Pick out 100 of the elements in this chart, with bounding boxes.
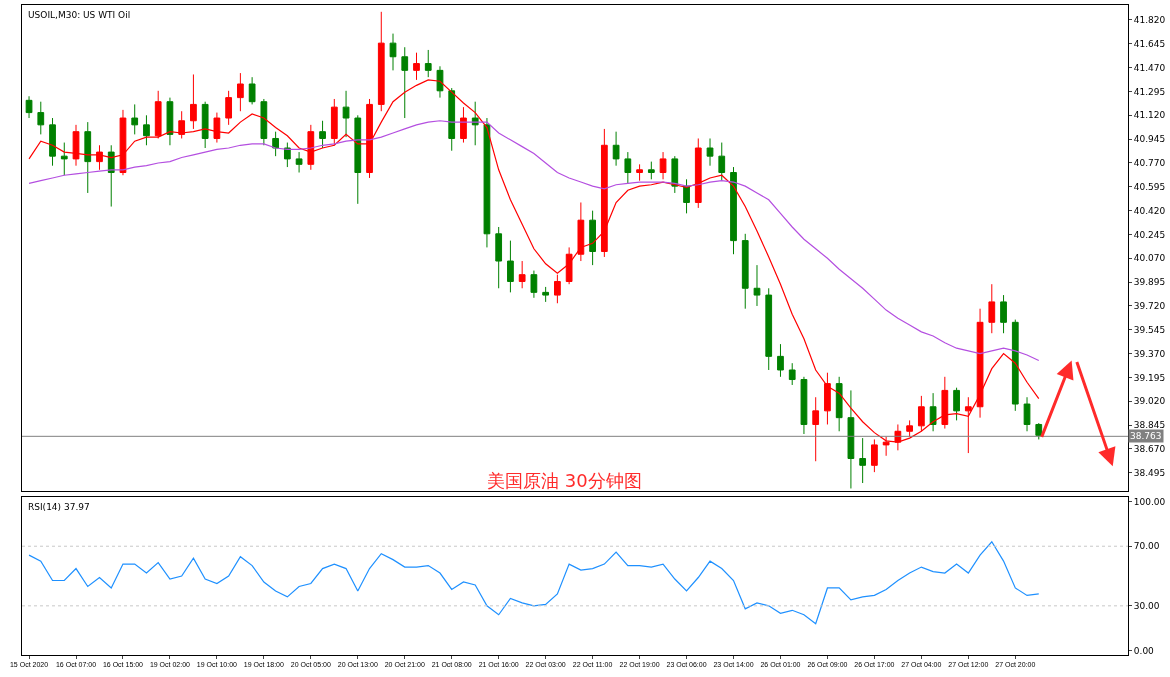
y-tick-label: 30.00 — [1133, 600, 1160, 611]
candlestick — [706, 137, 714, 167]
candlestick — [565, 246, 573, 285]
y-tick-label: 39.720 — [1133, 301, 1166, 312]
candlestick — [436, 65, 444, 99]
candlestick — [248, 76, 256, 105]
candlestick — [190, 73, 197, 130]
y-tick-label: 40.420 — [1133, 205, 1166, 216]
y-tick-label: 41.120 — [1133, 110, 1166, 121]
candlestick — [295, 151, 303, 174]
y-tick-label: 41.470 — [1133, 62, 1166, 73]
candlestick — [49, 117, 56, 167]
candlestick — [612, 131, 620, 167]
candlestick — [929, 392, 937, 432]
candlestick — [143, 114, 150, 146]
candlestick — [683, 178, 690, 214]
candlestick — [765, 287, 773, 371]
candlestick — [131, 103, 139, 135]
text: RSI(14) 37.97 — [28, 502, 90, 512]
candlestick — [800, 376, 808, 435]
candlestick — [283, 142, 291, 168]
y-tick-label: 39.370 — [1133, 348, 1166, 359]
candlestick — [225, 90, 233, 126]
candlestick — [976, 308, 984, 419]
candlestick — [72, 124, 80, 167]
candlestick — [530, 270, 538, 299]
candlestick — [366, 98, 373, 179]
candlestick — [824, 372, 831, 425]
candlestick — [213, 112, 221, 144]
candlestick — [483, 117, 491, 248]
y-tick-label: 40.245 — [1133, 229, 1166, 240]
y-tick-label: 41.820 — [1133, 15, 1166, 26]
candlestick — [424, 49, 432, 78]
candlestick — [495, 226, 503, 289]
candlestick — [166, 97, 174, 146]
candlestick — [542, 286, 550, 303]
y-tick-label: 41.295 — [1133, 86, 1166, 97]
candlestick — [788, 362, 796, 386]
candlestick — [377, 11, 385, 112]
candlestick — [859, 437, 867, 484]
candlestick — [871, 438, 878, 473]
candlestick — [413, 52, 420, 81]
candlestick — [237, 72, 244, 112]
candlestick — [577, 201, 585, 262]
y-tick-label: 0.00 — [1133, 645, 1155, 656]
candlestick — [37, 101, 45, 135]
candlestick — [753, 264, 761, 307]
candlestick — [589, 210, 596, 266]
candlestick — [835, 376, 843, 432]
candlestick — [812, 396, 820, 462]
line-series — [28, 120, 1040, 362]
candlestick — [460, 106, 467, 144]
y-tick-label: 40.945 — [1133, 134, 1166, 145]
candlestick — [741, 233, 749, 310]
candlestick — [988, 283, 996, 334]
candlestick — [25, 95, 33, 119]
candlestick — [941, 376, 949, 430]
candlestick — [718, 142, 726, 182]
candlestick — [1035, 422, 1043, 440]
candlestick — [401, 46, 409, 119]
candlestick — [119, 109, 127, 176]
candlestick — [84, 121, 92, 194]
candlestick — [272, 131, 279, 157]
candlestick — [694, 137, 702, 209]
candlestick — [342, 90, 350, 138]
y-tick-label: 41.645 — [1133, 38, 1166, 49]
y-tick-label: 40.770 — [1133, 158, 1166, 169]
y-tick-label: 38.670 — [1133, 444, 1166, 455]
y-tick-label: 40.595 — [1133, 181, 1166, 192]
ref-line-label: 38.763 — [1130, 431, 1162, 441]
candlestick — [659, 151, 667, 180]
y-tick-label: 39.195 — [1133, 372, 1166, 383]
candlestick — [1023, 396, 1031, 432]
candlestick — [624, 151, 632, 184]
candlestick — [354, 114, 362, 205]
line-series — [28, 541, 1040, 625]
candlestick — [96, 144, 103, 171]
candlestick — [507, 240, 514, 293]
candlestick — [448, 87, 456, 152]
candlestick — [389, 33, 397, 71]
candlestick — [847, 389, 855, 489]
candlestick — [1000, 294, 1007, 334]
candlestick — [636, 163, 643, 182]
candlestick — [647, 161, 655, 180]
candlestick — [154, 90, 162, 139]
y-tick-label: 38.845 — [1133, 420, 1166, 431]
candlestick — [777, 343, 784, 378]
candlestick — [953, 387, 960, 421]
y-tick-label: 39.895 — [1133, 277, 1166, 288]
y-tick-label: 40.070 — [1133, 253, 1166, 264]
text: USOIL,M30: US WTI Oil — [28, 10, 131, 20]
candlestick — [60, 142, 68, 176]
y-tick-label: 39.020 — [1133, 396, 1166, 407]
candlestick — [201, 101, 209, 149]
candlestick — [330, 98, 338, 146]
y-tick-label: 38.495 — [1133, 467, 1166, 478]
candlestick — [671, 155, 679, 194]
candlestick — [730, 166, 737, 255]
annotation: 美国原油 30分钟图 — [487, 470, 642, 491]
candlestick — [600, 128, 608, 258]
